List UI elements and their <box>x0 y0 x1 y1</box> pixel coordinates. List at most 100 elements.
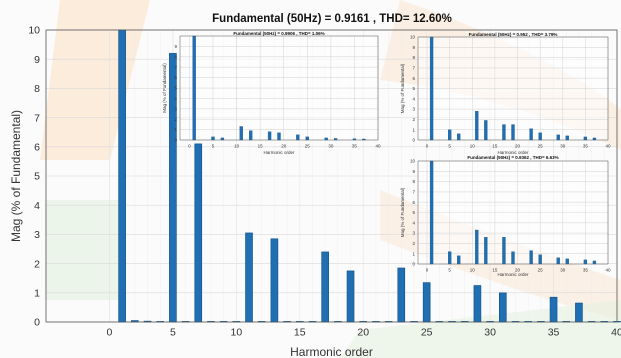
bar <box>429 160 434 265</box>
bar <box>324 137 328 141</box>
bar <box>556 257 560 265</box>
x-tick-label: 35 <box>352 144 358 149</box>
y-tick-label: 2 <box>412 241 415 246</box>
bar <box>529 128 533 141</box>
x-tick-label: 15 <box>258 144 264 149</box>
y-tick-label: 10 <box>410 35 416 40</box>
bar <box>169 53 177 323</box>
bar <box>457 133 461 141</box>
bar <box>511 251 515 265</box>
axes-box <box>417 160 609 265</box>
bar <box>220 137 225 141</box>
x-tick-label: 30 <box>328 144 334 149</box>
x-tick-label: 10 <box>470 268 476 273</box>
y-tick-label: 9 <box>412 169 415 174</box>
bar <box>484 237 488 265</box>
y-tick-label: 0 <box>174 138 177 143</box>
x-tick-label: 0 <box>426 268 429 273</box>
y-tick-label: 3 <box>174 106 177 111</box>
x-tick-label: 30 <box>560 144 566 149</box>
x-tick-label: 35 <box>583 144 589 149</box>
y-tick-label: 2 <box>174 117 177 122</box>
x-axis-label: Harmonic order <box>497 150 529 155</box>
bar <box>475 229 479 265</box>
bar <box>575 302 583 323</box>
bar <box>475 111 479 141</box>
bar <box>538 254 542 265</box>
y-tick-label: 7 <box>412 65 415 70</box>
x-tick-label: 35 <box>583 268 589 273</box>
bar <box>484 120 488 141</box>
x-tick-label: 0 <box>188 144 191 149</box>
y-tick-label: 7 <box>412 189 415 194</box>
x-tick-label: 15 <box>492 268 498 273</box>
bar <box>346 270 355 323</box>
x-tick-label: 10 <box>470 144 476 149</box>
x-tick-label: 5 <box>448 268 451 273</box>
chart-title: Fundamental (50Hz) = 0.952 , THD= 3.79% <box>469 32 558 37</box>
y-tick-label: 8 <box>412 55 415 60</box>
bar <box>267 131 272 141</box>
y-tick-label: 7 <box>34 112 40 124</box>
bar <box>448 129 452 141</box>
x-tick-label: 20 <box>357 327 369 339</box>
bar <box>245 232 253 323</box>
y-tick-label: 4 <box>412 96 415 101</box>
bar <box>498 292 507 323</box>
axes-box <box>179 35 379 141</box>
x-tick-label: 5 <box>212 144 215 149</box>
inset-chart-3: 0 5 10 15 20 25 30 35 40 0 1 2 3 4 5 6 7 8 9 10 Fundamental … <box>400 155 611 277</box>
chart-title: Fundamental (50Hz) = 0.9906 , THD= 1.06% <box>233 31 324 36</box>
x-tick-label: 25 <box>538 268 544 273</box>
bar <box>270 238 279 323</box>
bar <box>277 132 281 141</box>
bar <box>457 255 461 265</box>
y-tick-label: 5 <box>34 171 40 183</box>
bar <box>296 134 300 141</box>
y-tick-label: 6 <box>412 200 415 205</box>
bar <box>211 136 215 141</box>
bar <box>565 258 569 265</box>
y-tick-label: 3 <box>34 229 40 241</box>
x-tick-label: 20 <box>515 144 521 149</box>
y-tick-label: 4 <box>34 200 40 212</box>
y-tick-label: 9 <box>412 45 415 50</box>
y-tick-label: 8 <box>174 54 177 59</box>
bar <box>538 132 542 141</box>
bar <box>592 137 597 141</box>
x-tick-label: 0 <box>426 144 429 149</box>
inset-chart-2: 0 5 10 15 20 25 30 35 40 0 1 2 3 4 5 6 7 8 9 10 Fundamental … <box>400 32 611 155</box>
bar <box>583 259 588 265</box>
x-tick-label: 15 <box>294 327 306 339</box>
y-tick-label: 0 <box>412 262 415 267</box>
bar <box>549 296 558 323</box>
axes-box <box>417 36 609 141</box>
y-axis-label: Mag (% of Fundamental) <box>400 63 405 113</box>
x-axis-label: Harmonic order <box>263 150 295 155</box>
bar <box>249 130 253 141</box>
x-tick-label: 5 <box>170 327 176 339</box>
x-tick-label: 30 <box>484 327 496 339</box>
bar <box>592 260 597 265</box>
x-tick-label: 5 <box>448 144 451 149</box>
y-tick-label: 4 <box>412 220 415 225</box>
x-tick-label: 25 <box>538 144 544 149</box>
y-tick-label: 6 <box>174 75 177 80</box>
x-tick-label: 40 <box>605 144 611 149</box>
chart-title: Fundamental (50Hz) = 0.9161 , THD= 12.60… <box>212 13 452 25</box>
y-axis-label: Mag (% of Fundamental) <box>162 63 167 113</box>
x-axis-label: Harmonic order <box>290 345 373 358</box>
bar <box>556 134 560 141</box>
y-tick-label: 7 <box>174 65 177 70</box>
y-tick-label: 10 <box>28 25 40 37</box>
inset-chart-1: 0 5 10 15 20 25 30 35 40 0 1 2 3 4 5 6 7 8 9 Fundamental (5… <box>162 31 381 155</box>
y-tick-label: 8 <box>34 83 40 95</box>
y-tick-label: 3 <box>412 107 415 112</box>
y-tick-label: 6 <box>34 141 40 153</box>
x-tick-label: 35 <box>548 327 560 339</box>
bar <box>473 285 482 323</box>
y-tick-label: 2 <box>34 258 40 270</box>
bar <box>239 126 243 141</box>
